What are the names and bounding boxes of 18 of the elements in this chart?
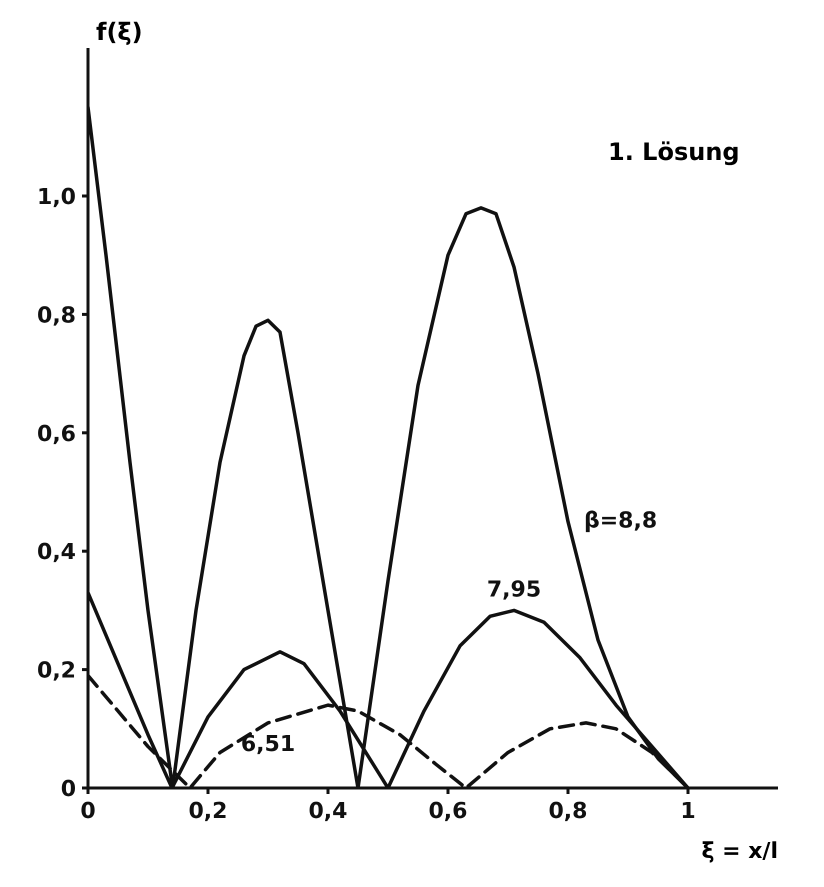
x-tick-label: 0,4 [308,799,348,824]
annotation: 1. Lösung [608,138,740,166]
series-label: β=8,8 [584,508,658,534]
x-tick-label: 0,2 [188,799,228,824]
x-tick-label: 0 [80,799,96,824]
y-tick-label: 0,2 [37,658,76,684]
series-label: 7,95 [486,577,542,602]
y-tick-label: 0,6 [37,422,76,447]
x-tick-label: 0,8 [548,799,588,824]
y-axis-title: f(ξ) [96,18,143,46]
x-tick-label: 0,6 [428,799,468,824]
y-tick-label: 0,8 [37,303,76,328]
y-tick-label: 0,4 [37,540,76,566]
y-tick-label: 1,0 [37,185,76,210]
x-axis-title: ξ = x/l [701,839,778,864]
x-tick-label: 1 [680,799,696,824]
y-tick-label: 0 [60,777,76,802]
series-label: 6,51 [240,732,296,757]
